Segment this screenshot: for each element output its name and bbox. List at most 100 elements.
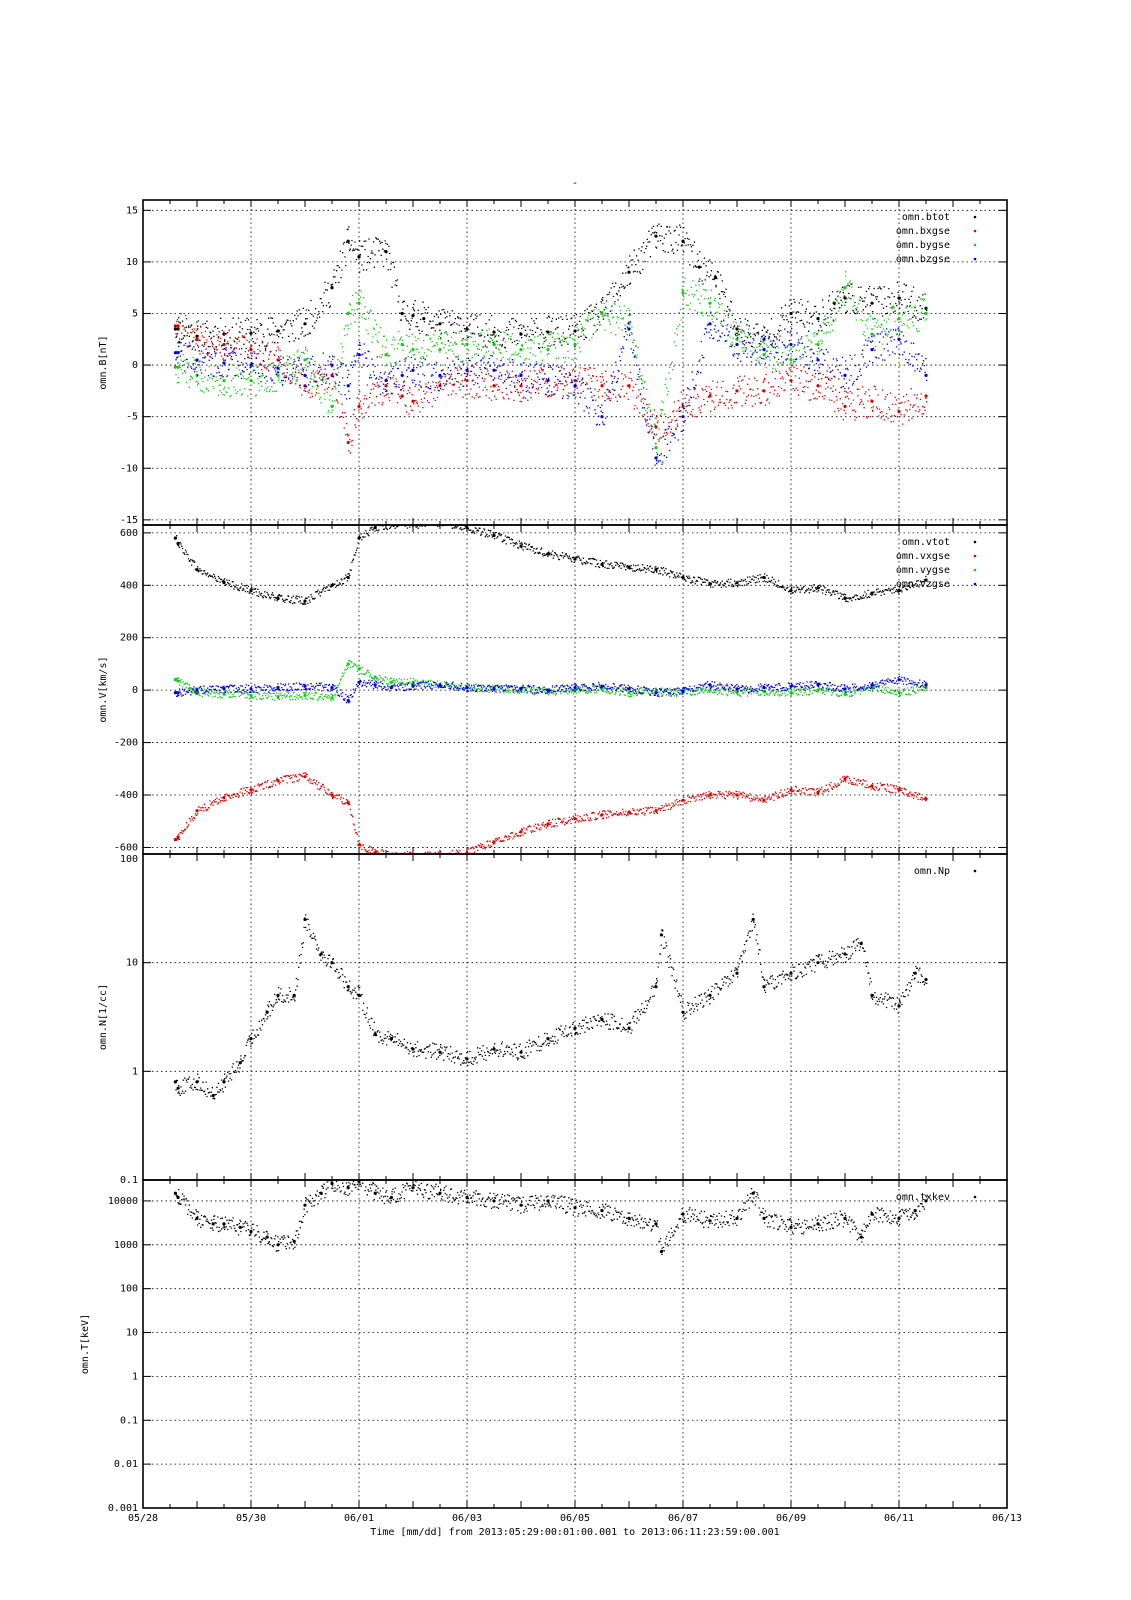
series-trace [348, 391, 361, 454]
legend: omn.btot omn.bxgse omn.bygse omn.bzgse [896, 212, 977, 265]
data-point [600, 311, 604, 316]
data-point [519, 348, 523, 352]
series-trace [359, 1180, 377, 1201]
series-trace [251, 691, 280, 701]
series-trace [402, 356, 415, 389]
series-omn-vzgse [173, 675, 928, 704]
data-point [924, 311, 928, 316]
legend: omn.Np [914, 866, 977, 877]
series-trace [818, 291, 836, 332]
series-trace [278, 772, 307, 785]
series-trace [348, 289, 361, 330]
data-point [816, 1222, 820, 1226]
series-trace [197, 1073, 215, 1100]
x-tick-label: 06/11 [884, 1513, 914, 1524]
data-point [438, 348, 442, 352]
series-trace [402, 300, 415, 330]
series-trace [278, 356, 307, 392]
series-trace [440, 356, 469, 391]
series-trace [178, 812, 199, 840]
data-point [465, 685, 469, 690]
data-point [195, 358, 199, 362]
y-tick-label: 1 [132, 1371, 138, 1382]
series-trace [575, 682, 604, 692]
series-trace [845, 271, 874, 344]
data-point [330, 793, 334, 797]
data-point [438, 373, 442, 377]
series-trace [305, 914, 323, 961]
data-point [654, 425, 658, 429]
series-trace [440, 1046, 469, 1066]
series-trace [251, 338, 280, 374]
y-tick-label: 10 [126, 257, 138, 268]
series-trace [737, 791, 766, 803]
series-trace [899, 1208, 917, 1226]
series-trace [224, 331, 253, 365]
series-trace [764, 573, 793, 595]
legend-label: omn.vtot [902, 537, 950, 548]
series-trace [710, 380, 739, 410]
series-trace [413, 525, 440, 529]
series-trace [375, 674, 393, 686]
series-trace [386, 243, 404, 321]
series-trace [629, 806, 658, 816]
x-tick-label: 06/07 [668, 1513, 698, 1524]
data-point [843, 373, 847, 377]
series-trace [548, 1194, 577, 1216]
series-trace [548, 1021, 577, 1047]
y-axis-label: omn.N[1/cc] [98, 984, 109, 1050]
legend-label: omn.txkev [896, 1192, 950, 1203]
series-trace [818, 348, 847, 390]
series-trace [391, 677, 415, 687]
series-trace [629, 371, 658, 438]
series-trace [348, 980, 361, 1000]
data-point [897, 1216, 901, 1220]
y-tick-label: 0.1 [120, 1415, 138, 1426]
series-omn-bygse [173, 271, 928, 462]
data-point [843, 286, 847, 290]
data-point [346, 440, 350, 445]
series-trace [251, 317, 280, 349]
data-point [735, 971, 739, 975]
series-trace [440, 1185, 469, 1205]
series-trace [548, 686, 577, 696]
series-trace [715, 270, 739, 335]
data-point [789, 342, 793, 347]
series-trace [467, 365, 496, 401]
series-trace [332, 1180, 350, 1196]
series-trace [376, 849, 393, 854]
series-trace [575, 296, 604, 341]
series-trace [224, 1216, 242, 1236]
data-point [492, 368, 496, 372]
panel-data [173, 223, 928, 466]
y-tick-label: 600 [120, 528, 138, 539]
series-trace [178, 1076, 199, 1097]
series-trace [240, 1220, 253, 1236]
series-trace [791, 685, 820, 696]
series-trace [321, 951, 334, 969]
series-trace [494, 828, 523, 843]
series-trace [861, 941, 874, 1000]
series-trace [175, 345, 180, 364]
series-trace [899, 283, 928, 322]
series-trace [737, 913, 755, 978]
series-trace [413, 374, 442, 413]
series-trace [710, 311, 739, 357]
series-trace [818, 947, 847, 969]
series-trace [602, 264, 631, 320]
y-tick-label: 0.1 [120, 1175, 138, 1186]
series-trace [575, 810, 604, 823]
series-trace [791, 332, 820, 373]
series-trace [413, 300, 426, 335]
series-trace [872, 991, 901, 1014]
legend-marker [973, 540, 977, 544]
legend-marker [973, 257, 977, 261]
y-tick-label: 0 [132, 360, 138, 371]
y-axis-label: omn.B[nT] [98, 335, 109, 389]
data-point [249, 588, 253, 593]
series-trace [175, 319, 180, 335]
data-point [195, 1216, 199, 1220]
legend-label: omn.Np [914, 866, 950, 877]
series-trace [521, 1032, 550, 1060]
series-omn-txkev [173, 1180, 928, 1256]
